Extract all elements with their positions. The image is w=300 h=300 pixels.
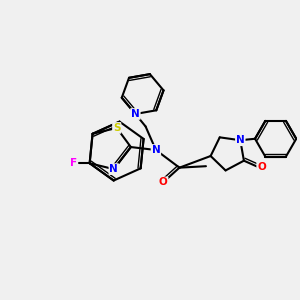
Text: O: O [159,177,168,188]
Text: N: N [110,164,118,174]
Text: N: N [152,145,160,155]
Text: S: S [113,123,121,133]
Text: N: N [236,135,245,145]
Text: F: F [70,158,77,168]
Text: N: N [131,109,140,119]
Text: O: O [257,162,266,172]
